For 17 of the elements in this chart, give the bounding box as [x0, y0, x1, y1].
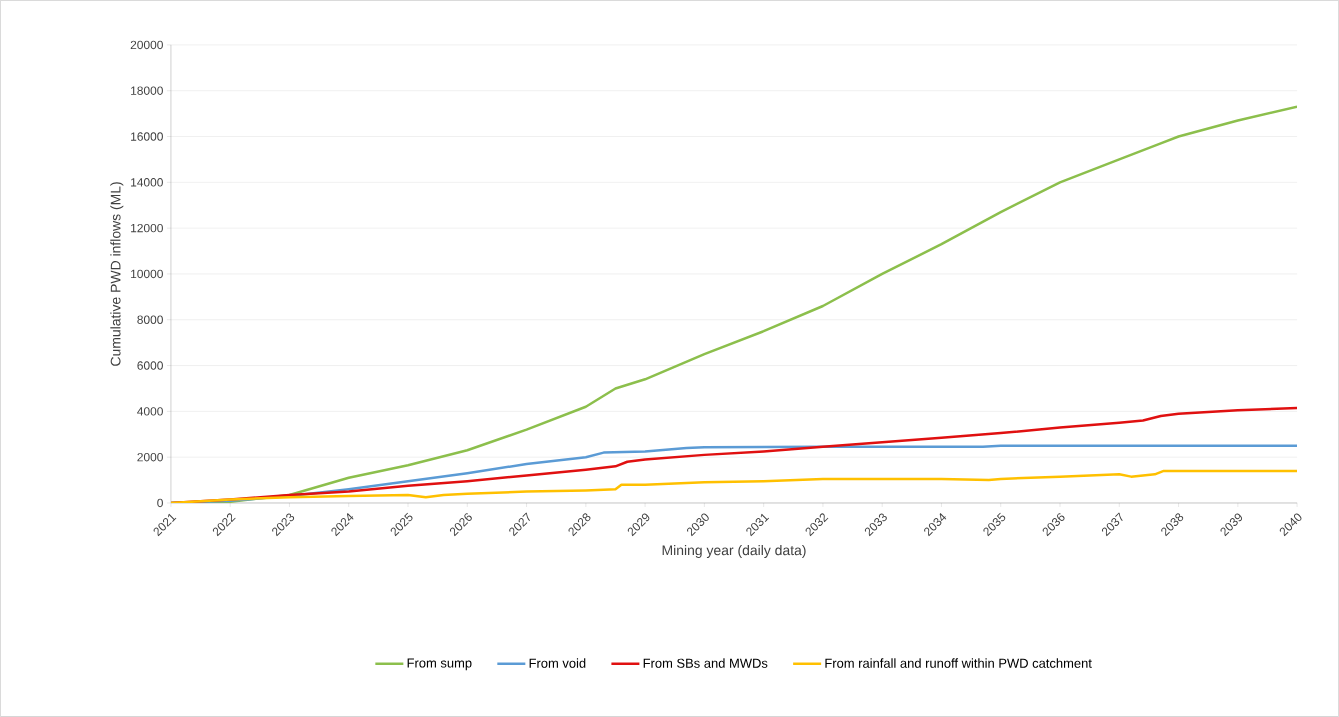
legend-label: From sump [407, 658, 472, 671]
x-axis-title: Mining year (daily data) [662, 545, 806, 559]
y-tick-label: 20000 [130, 40, 163, 50]
y-tick-label: 8000 [137, 315, 163, 325]
y-tick-label: 0 [157, 498, 163, 508]
y-tick-label: 6000 [137, 361, 163, 370]
y-tick-label: 18000 [131, 86, 163, 95]
y-tick-label: 14000 [131, 178, 163, 187]
legend-label: From rainfall and runoff within PWD catchment [825, 658, 1092, 668]
y-tick-label: 12000 [131, 223, 163, 233]
y-tick-label: 10000 [131, 269, 163, 279]
y-axis-title: Cumulative PWD inflows (ML) [110, 182, 124, 366]
legend-label: From SBs and MWDs [643, 658, 768, 668]
y-tick-label: 16000 [131, 132, 163, 141]
y-tick-label: 4000 [137, 407, 163, 416]
y-tick-label: 2000 [137, 452, 163, 462]
legend-label: From void [529, 658, 586, 668]
